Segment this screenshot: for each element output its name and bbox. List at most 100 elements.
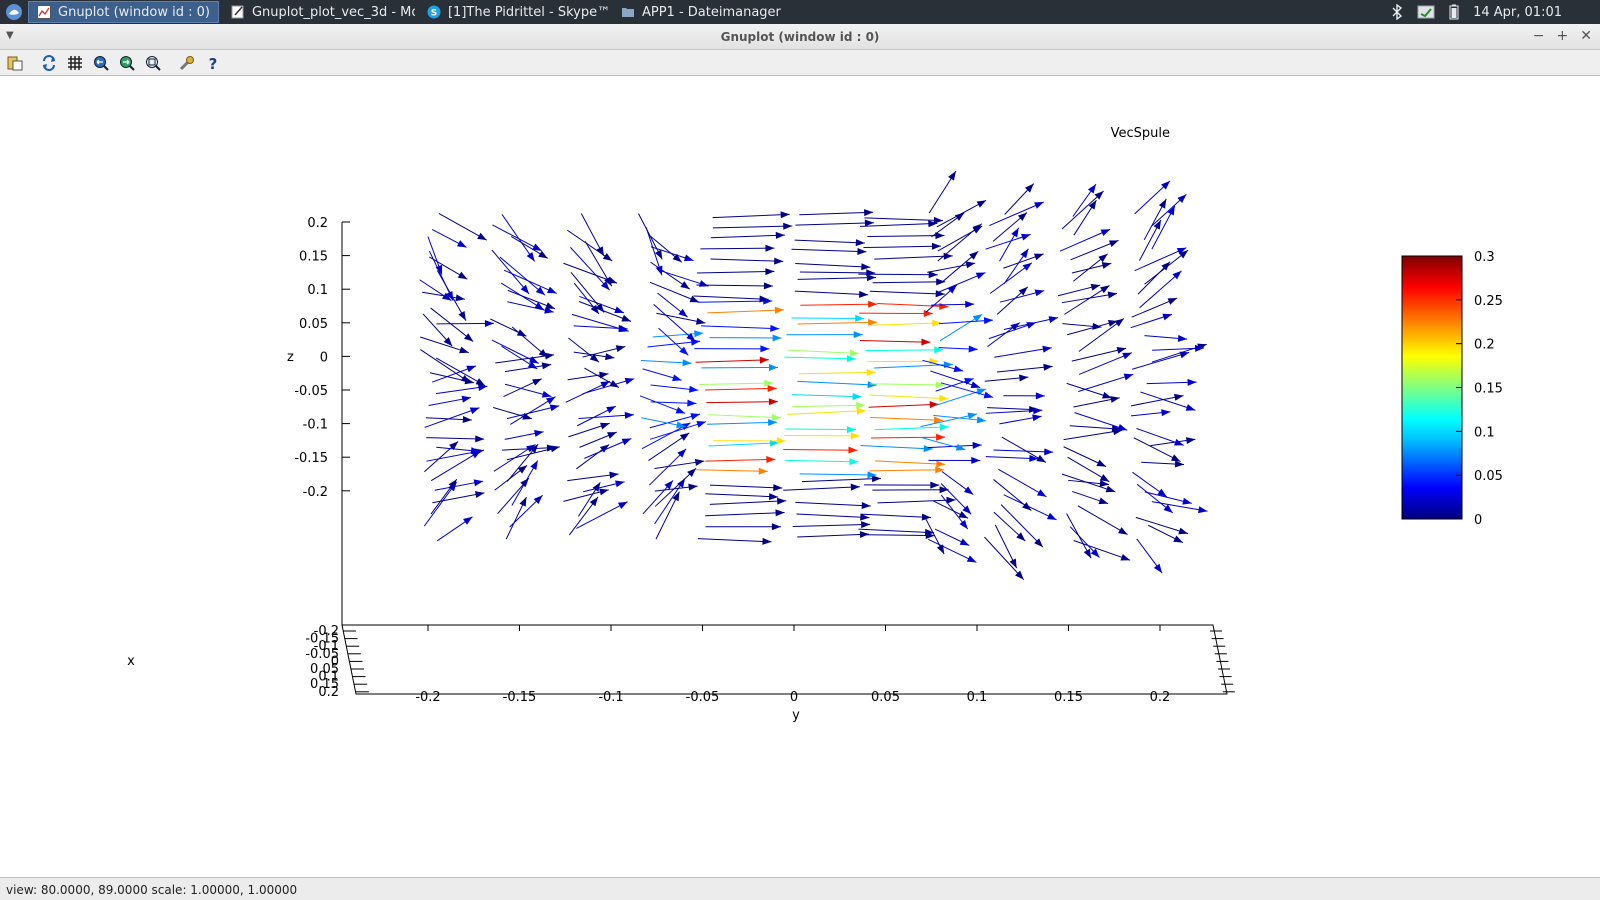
vector-arrow-head bbox=[1035, 392, 1045, 400]
vector-arrow-head bbox=[864, 219, 874, 227]
vector-arrow-head bbox=[1185, 437, 1196, 445]
colorbar-tick-label: 0 bbox=[1474, 513, 1482, 528]
vector-arrow-shaft bbox=[796, 513, 870, 519]
vector-arrow-head bbox=[526, 252, 535, 262]
vector-arrow-shaft bbox=[1135, 516, 1189, 535]
vector-arrow-head bbox=[763, 282, 773, 290]
maximize-icon[interactable]: + bbox=[1556, 28, 1569, 44]
task-editor[interactable]: Gnuplot_plot_vec_3d - Mo... bbox=[223, 1, 415, 23]
vector-arrow-head bbox=[599, 371, 609, 379]
vector-arrow-shaft bbox=[860, 222, 938, 227]
vector-arrow-head bbox=[867, 471, 877, 479]
vector-arrow-head bbox=[861, 263, 871, 271]
grid-icon bbox=[68, 55, 82, 70]
vector-arrow-head bbox=[1034, 289, 1045, 297]
vector-arrow-head bbox=[864, 209, 874, 217]
xfce-logo-icon bbox=[6, 4, 22, 20]
vector-arrow-head bbox=[1020, 248, 1029, 259]
vector-arrow-head bbox=[1187, 378, 1197, 386]
vector-arrow-head bbox=[1088, 200, 1097, 210]
vector-arrow-shaft bbox=[706, 401, 778, 404]
vector-arrow-shaft bbox=[1071, 347, 1127, 362]
vector-arrow-head bbox=[764, 379, 774, 387]
vector-arrow-shaft bbox=[1003, 317, 1059, 330]
vector-arrow-shaft bbox=[1139, 270, 1182, 309]
vector-arrow-head bbox=[969, 251, 979, 260]
vector-arrow-head bbox=[1090, 548, 1100, 558]
grid-button[interactable] bbox=[64, 52, 86, 74]
task-skype[interactable]: S [1]The Pidrittel - Skype™ bbox=[419, 1, 609, 23]
vector-arrow-head bbox=[690, 413, 700, 420]
vector-arrow-shaft bbox=[795, 501, 871, 507]
vector-arrow-head bbox=[1092, 322, 1102, 330]
vector-arrow-head bbox=[607, 432, 617, 439]
vector-arrow-head bbox=[695, 317, 706, 325]
vector-arrow-shaft bbox=[492, 224, 542, 252]
colorbar-tick-label: 0.15 bbox=[1474, 382, 1503, 397]
copy-clipboard-button[interactable] bbox=[4, 52, 26, 74]
vector-arrow-shaft bbox=[799, 211, 874, 216]
window-titlebar[interactable]: ▼ Gnuplot (window id : 0) − + ✕ bbox=[0, 24, 1600, 50]
network-icon[interactable] bbox=[1417, 5, 1435, 19]
vector-arrow-head bbox=[1158, 198, 1167, 209]
vector-arrow-shaft bbox=[869, 394, 949, 400]
vector-field-plot: VecSpule 0.20.150.10.050-0.05-0.1-0.15-0… bbox=[127, 126, 1503, 723]
start-menu-button[interactable] bbox=[0, 0, 28, 24]
vector-arrow-head bbox=[955, 443, 966, 451]
vector-arrow-head bbox=[534, 302, 544, 310]
help-button[interactable]: ? bbox=[202, 52, 224, 74]
vector-arrow-head bbox=[1018, 286, 1028, 296]
vector-arrow-head bbox=[946, 496, 956, 504]
vector-arrow-head bbox=[855, 239, 865, 247]
y-tick-label: 0.05 bbox=[871, 690, 900, 705]
vector-arrows bbox=[419, 170, 1208, 581]
vector-arrow-head bbox=[860, 513, 870, 521]
system-tray: 14 Apr, 01:01 bbox=[1391, 0, 1600, 24]
svg-text:S: S bbox=[431, 9, 437, 19]
colorbar-ticks: 0.3 0.25 0.2 0.15 0.1 0.05 0 bbox=[1456, 250, 1503, 528]
battery-icon[interactable] bbox=[1449, 4, 1459, 20]
minimize-icon[interactable]: − bbox=[1532, 28, 1545, 44]
vector-arrow-head bbox=[846, 355, 856, 363]
copy-clipboard-icon bbox=[7, 56, 23, 70]
task-file-manager[interactable]: APP1 - Dateimanager bbox=[613, 1, 803, 23]
z-axis-ticks: 0.2 0.15 0.1 0.05 0 -0.05 -0.1 -0.15 -0.2 bbox=[294, 216, 350, 500]
vector-arrow-head bbox=[1098, 253, 1108, 263]
folder-icon bbox=[621, 8, 634, 17]
vector-arrow-head bbox=[972, 441, 982, 449]
autoscale-button[interactable] bbox=[142, 52, 164, 74]
vector-arrow-head bbox=[592, 482, 601, 492]
vector-arrow-shaft bbox=[783, 448, 858, 451]
zoom-previous-button[interactable] bbox=[90, 52, 112, 74]
vector-arrow-head bbox=[460, 374, 471, 383]
vector-arrow-shaft bbox=[860, 445, 933, 450]
replot-button[interactable] bbox=[38, 52, 60, 74]
vector-arrow-head bbox=[975, 272, 986, 280]
x-tick-label: 0.15 bbox=[310, 677, 339, 692]
zoom-next-button[interactable] bbox=[116, 52, 138, 74]
y-tick-label: -0.15 bbox=[503, 690, 537, 705]
clock[interactable]: 14 Apr, 01:01 bbox=[1473, 4, 1562, 20]
vector-arrow-head bbox=[541, 390, 552, 398]
vector-arrow-shaft bbox=[697, 538, 772, 543]
vector-arrow-head bbox=[1043, 363, 1053, 371]
vector-arrow-head bbox=[1179, 351, 1190, 359]
vector-arrow-head bbox=[765, 244, 775, 252]
vector-arrow-head bbox=[687, 468, 697, 477]
gnuplot-app-icon bbox=[37, 5, 51, 19]
close-icon[interactable]: ✕ bbox=[1580, 28, 1592, 44]
vector-arrow-head bbox=[934, 346, 944, 354]
bluetooth-icon[interactable] bbox=[1391, 4, 1403, 20]
vector-arrow-shaft bbox=[424, 407, 480, 428]
settings-button[interactable] bbox=[176, 52, 198, 74]
vector-arrow-head bbox=[857, 247, 867, 255]
window-menu-icon[interactable]: ▼ bbox=[6, 30, 14, 41]
vector-arrow-head bbox=[958, 511, 969, 519]
plot-canvas[interactable]: VecSpule 0.2 0.15 0.1 0.05 0 -0.05 -0.1 -0.15 -0… bbox=[0, 77, 1600, 875]
task-gnuplot[interactable]: Gnuplot (window id : 0) bbox=[28, 1, 219, 23]
vector-arrow-head bbox=[777, 497, 787, 505]
vector-arrow-head bbox=[614, 306, 624, 314]
vector-arrow-shaft bbox=[1078, 318, 1125, 352]
vector-arrow-shaft bbox=[1061, 190, 1104, 230]
vector-arrow-shaft bbox=[430, 307, 474, 342]
